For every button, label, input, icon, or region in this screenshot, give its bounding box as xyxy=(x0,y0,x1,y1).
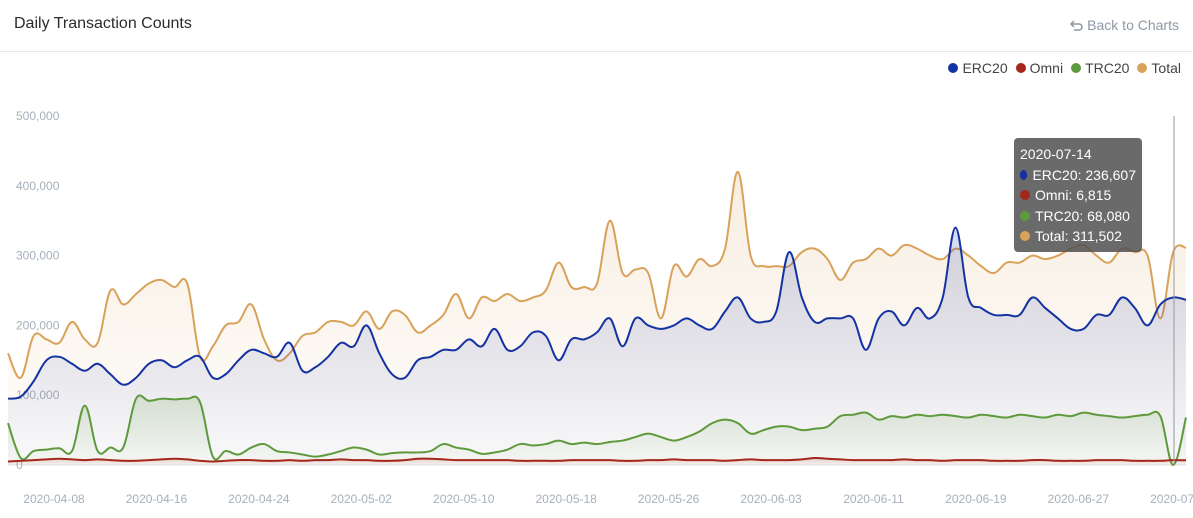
tooltip-date: 2020-07-14 xyxy=(1020,146,1092,162)
chart-tooltip: 2020-07-14 ERC20: 236,607 Omni: 6,815 TR… xyxy=(1014,138,1142,252)
x-tick-label: 2020-05-26 xyxy=(638,492,700,506)
x-tick-label: 2020-05-02 xyxy=(331,492,393,506)
legend-label-trc20: TRC20 xyxy=(1085,60,1130,76)
back-to-charts-link[interactable]: Back to Charts xyxy=(1070,17,1179,33)
legend-dot-total xyxy=(1137,63,1148,73)
legend-label-omni: Omni xyxy=(1029,60,1064,76)
x-tick-label: 2020-06-11 xyxy=(843,492,904,506)
tooltip-dot-erc20 xyxy=(1020,169,1028,180)
area-erc20 xyxy=(8,227,1186,465)
tooltip-row-trc20: TRC20: 68,080 xyxy=(1020,206,1136,227)
tooltip-row-total: Total: 311,502 xyxy=(1020,226,1136,247)
tooltip-dot-total xyxy=(1020,231,1030,242)
tooltip-row-erc20: ERC20: 236,607 xyxy=(1020,165,1136,186)
legend-item-erc20[interactable]: ERC20 xyxy=(948,60,1008,76)
y-tick-label: 400,000 xyxy=(16,179,60,193)
chart-legend: ERC20 Omni TRC20 Total xyxy=(948,60,1181,76)
x-tick-label: 2020-07-05 xyxy=(1150,492,1193,506)
x-tick-label: 2020-05-10 xyxy=(433,492,495,506)
tooltip-text-omni: Omni: 6,815 xyxy=(1035,187,1112,203)
tooltip-text-erc20: ERC20: 236,607 xyxy=(1032,166,1136,183)
legend-item-trc20[interactable]: TRC20 xyxy=(1071,60,1129,76)
legend-label-erc20: ERC20 xyxy=(962,60,1008,76)
area-omni xyxy=(8,458,1186,465)
tooltip-text-total: Total: 311,502 xyxy=(1035,228,1122,244)
legend-item-total[interactable]: Total xyxy=(1137,60,1181,76)
y-tick-label: 500,000 xyxy=(16,109,60,123)
x-tick-label: 2020-04-08 xyxy=(23,492,85,506)
page-title: Daily Transaction Counts xyxy=(14,15,192,32)
line-trc20 xyxy=(7,394,1187,467)
tooltip-text-trc20: TRC20: 68,080 xyxy=(1035,207,1130,224)
y-tick-label: 200,000 xyxy=(16,318,60,332)
line-erc20 xyxy=(7,226,1187,400)
x-tick-label: 2020-06-19 xyxy=(945,492,1007,506)
tooltip-row-omni: Omni: 6,815 xyxy=(1020,185,1136,206)
legend-item-omni[interactable]: Omni xyxy=(1015,60,1064,76)
return-arrow-icon xyxy=(1070,19,1083,31)
x-tick-label: 2020-04-24 xyxy=(228,492,290,506)
legend-label-total: Total xyxy=(1151,60,1181,76)
back-link-label: Back to Charts xyxy=(1087,17,1179,33)
legend-dot-erc20 xyxy=(948,63,959,73)
legend-dot-trc20 xyxy=(1071,63,1082,73)
tooltip-dot-omni xyxy=(1020,190,1030,201)
x-tick-label: 2020-05-18 xyxy=(535,492,597,506)
x-tick-label: 2020-06-27 xyxy=(1048,492,1110,506)
x-tick-label: 2020-04-16 xyxy=(126,492,188,506)
x-tick-label: 2020-06-03 xyxy=(740,492,802,506)
legend-dot-omni xyxy=(1015,63,1026,73)
y-tick-label: 300,000 xyxy=(16,249,60,263)
line-omni xyxy=(7,457,1187,463)
line-total xyxy=(7,170,1187,379)
area-trc20 xyxy=(8,395,1186,466)
tooltip-dot-trc20 xyxy=(1020,210,1030,221)
chart-header: Daily Transaction Counts Back to Charts xyxy=(0,0,1193,52)
